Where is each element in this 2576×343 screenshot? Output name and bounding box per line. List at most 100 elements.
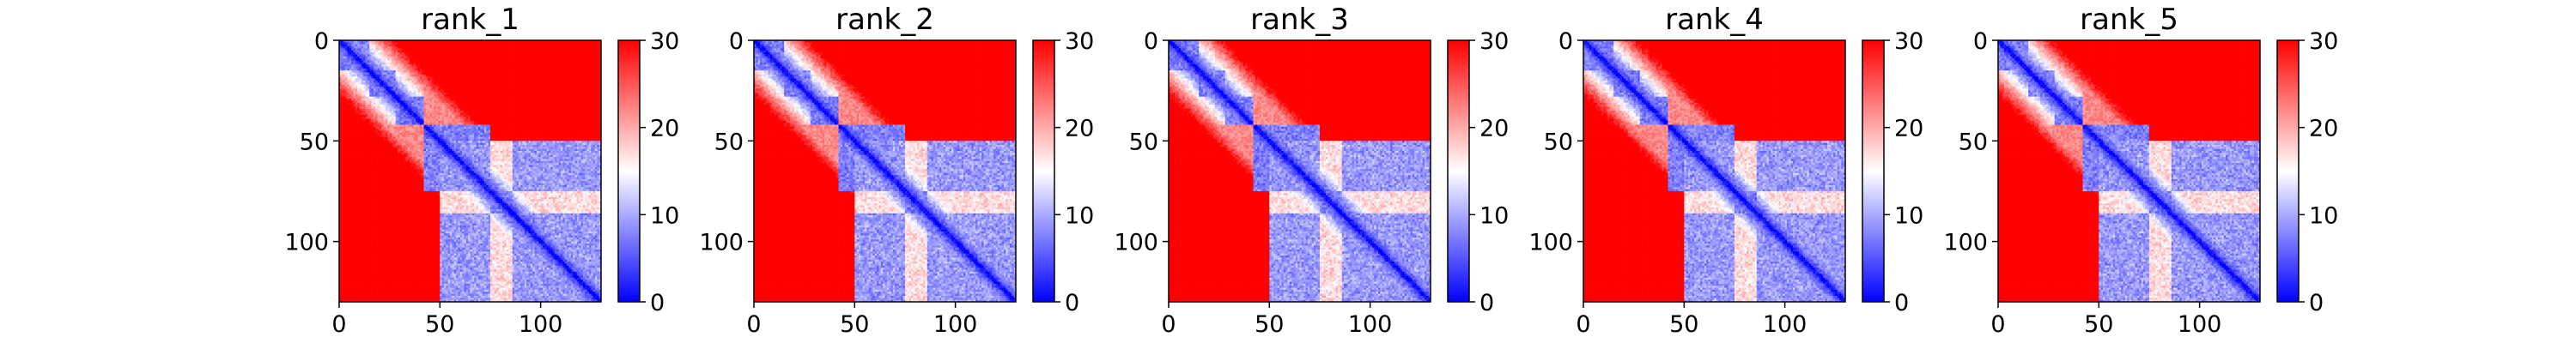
heatmap-cell <box>549 45 551 47</box>
heatmap-cell <box>589 54 592 57</box>
heatmap-cell <box>347 58 349 61</box>
heatmap-cell <box>357 63 360 65</box>
heatmap-cell <box>408 48 410 51</box>
heatmap-cell <box>363 54 366 57</box>
heatmap-cell <box>430 63 433 65</box>
heatmap-cell <box>464 48 466 51</box>
heatmap-cell <box>510 42 513 45</box>
heatmap-cell <box>369 54 372 57</box>
heatmap-cell <box>514 42 517 45</box>
heatmap-cell <box>478 48 481 51</box>
heatmap-cell <box>561 52 563 55</box>
heatmap-cell <box>553 57 556 59</box>
heatmap-cell <box>480 48 483 51</box>
heatmap-cell <box>562 42 565 45</box>
heatmap-cell <box>424 42 427 45</box>
heatmap-cell <box>567 52 569 55</box>
heatmap-cell <box>514 58 517 61</box>
heatmap-cell <box>514 52 517 55</box>
heatmap-cell <box>361 51 364 53</box>
heatmap-cell <box>424 45 427 47</box>
heatmap-cell <box>589 51 592 53</box>
heatmap-cell <box>442 42 445 45</box>
heatmap-cell <box>559 60 562 63</box>
heatmap-cell <box>472 63 475 65</box>
heatmap-cell <box>345 58 348 61</box>
heatmap-cell <box>579 51 581 53</box>
heatmap-cell <box>478 63 481 65</box>
heatmap-cell <box>583 42 586 45</box>
heatmap-cell <box>363 60 366 63</box>
heatmap-cell <box>484 51 487 53</box>
heatmap-cell <box>513 54 515 57</box>
heatmap-cell <box>573 54 575 57</box>
heatmap-cell <box>541 60 544 63</box>
heatmap-cell <box>410 45 412 47</box>
heatmap-cell <box>495 51 497 53</box>
heatmap-cell <box>416 45 418 47</box>
heatmap-cell <box>529 60 532 63</box>
heatmap-cell <box>374 46 376 49</box>
heatmap-cell <box>347 63 349 65</box>
heatmap-cell <box>547 45 550 47</box>
heatmap-cell <box>490 54 493 57</box>
heatmap-cell <box>402 60 404 63</box>
heatmap-cell <box>587 46 590 49</box>
heatmap-cell <box>462 58 465 61</box>
heatmap-cell <box>553 45 556 47</box>
heatmap-cell <box>450 57 453 59</box>
heatmap-cell <box>454 46 457 49</box>
heatmap-cell <box>489 42 491 45</box>
heatmap-cell <box>587 48 590 51</box>
heatmap-cell <box>426 57 428 59</box>
heatmap-cell <box>561 54 563 57</box>
heatmap-cell <box>402 54 404 57</box>
heatmap-cell <box>375 52 378 55</box>
heatmap-cell <box>378 45 380 47</box>
heatmap-cell <box>408 45 410 47</box>
heatmap-cell <box>414 52 416 55</box>
heatmap-cell <box>507 48 509 51</box>
heatmap-cell <box>399 63 402 65</box>
heatmap-cell <box>489 58 491 61</box>
heatmap-cell <box>402 52 404 55</box>
heatmap-cell <box>418 54 421 57</box>
heatmap-cell <box>414 57 416 59</box>
heatmap-cell <box>422 63 424 65</box>
heatmap-cell <box>351 48 354 51</box>
heatmap-cell <box>583 46 586 49</box>
heatmap-cell <box>424 60 427 63</box>
heatmap-cell <box>501 42 503 45</box>
heatmap-cell <box>363 42 366 45</box>
heatmap-cell <box>345 51 348 53</box>
heatmap-cell <box>462 45 465 47</box>
heatmap-cell <box>436 60 439 63</box>
heatmap-cell <box>438 57 440 59</box>
heatmap-cell <box>529 42 532 45</box>
heatmap-cell <box>484 57 487 59</box>
heatmap-cell <box>452 46 454 49</box>
heatmap-cell <box>501 54 503 57</box>
heatmap-cell <box>550 46 553 49</box>
heatmap-cell <box>567 60 569 63</box>
heatmap-cell <box>351 51 354 53</box>
heatmap-cell <box>418 58 421 61</box>
heatmap-cell <box>490 58 493 61</box>
heatmap-cell <box>464 58 466 61</box>
heatmap-cell <box>549 52 551 55</box>
heatmap-cell <box>573 45 575 47</box>
heatmap-cell <box>359 57 361 59</box>
heatmap-cell <box>430 60 433 63</box>
heatmap-cell <box>480 42 483 45</box>
heatmap-cell <box>402 58 404 61</box>
heatmap-cell <box>544 52 547 55</box>
heatmap-cell <box>489 60 491 63</box>
heatmap-cell <box>458 45 460 47</box>
heatmap-cell <box>591 54 593 57</box>
heatmap-cell <box>458 46 460 49</box>
heatmap-panel-1: rank_10 50 1000501000102030 <box>284 3 679 338</box>
heatmap-cell <box>341 51 343 53</box>
heatmap-cell <box>526 46 529 49</box>
heatmap-cell <box>460 63 463 65</box>
heatmap-cell <box>513 60 515 63</box>
